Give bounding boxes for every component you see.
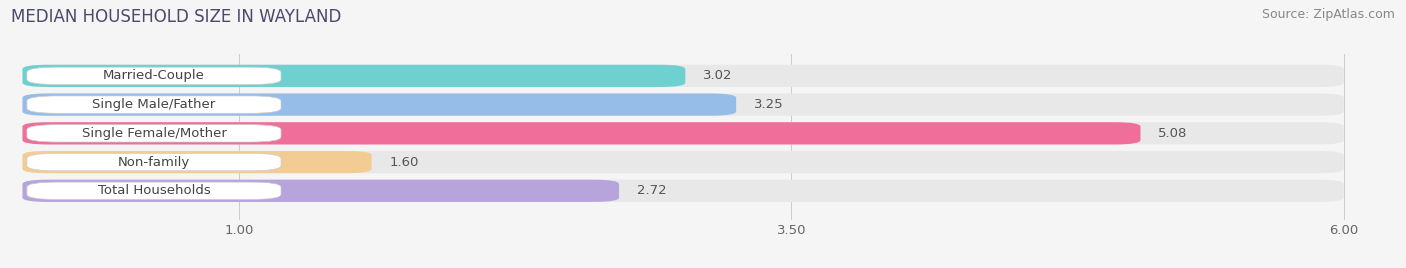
Text: MEDIAN HOUSEHOLD SIZE IN WAYLAND: MEDIAN HOUSEHOLD SIZE IN WAYLAND [11,8,342,26]
FancyBboxPatch shape [22,65,685,87]
Text: Source: ZipAtlas.com: Source: ZipAtlas.com [1261,8,1395,21]
FancyBboxPatch shape [27,125,281,142]
Text: 3.02: 3.02 [703,69,733,82]
Text: 2.72: 2.72 [637,184,666,197]
Text: 1.60: 1.60 [389,156,419,169]
Text: Non-family: Non-family [118,156,190,169]
FancyBboxPatch shape [22,94,737,116]
FancyBboxPatch shape [27,182,281,199]
FancyBboxPatch shape [22,94,1344,116]
FancyBboxPatch shape [22,122,1344,144]
FancyBboxPatch shape [22,180,619,202]
Text: Single Male/Father: Single Male/Father [93,98,215,111]
FancyBboxPatch shape [22,122,1140,144]
FancyBboxPatch shape [22,151,1344,173]
FancyBboxPatch shape [27,67,281,85]
FancyBboxPatch shape [22,151,371,173]
Text: Total Households: Total Households [97,184,211,197]
FancyBboxPatch shape [27,96,281,113]
Text: Single Female/Mother: Single Female/Mother [82,127,226,140]
FancyBboxPatch shape [27,153,281,171]
Text: 3.25: 3.25 [754,98,783,111]
FancyBboxPatch shape [22,180,1344,202]
FancyBboxPatch shape [22,65,1344,87]
Text: Married-Couple: Married-Couple [103,69,205,82]
Text: 5.08: 5.08 [1159,127,1188,140]
